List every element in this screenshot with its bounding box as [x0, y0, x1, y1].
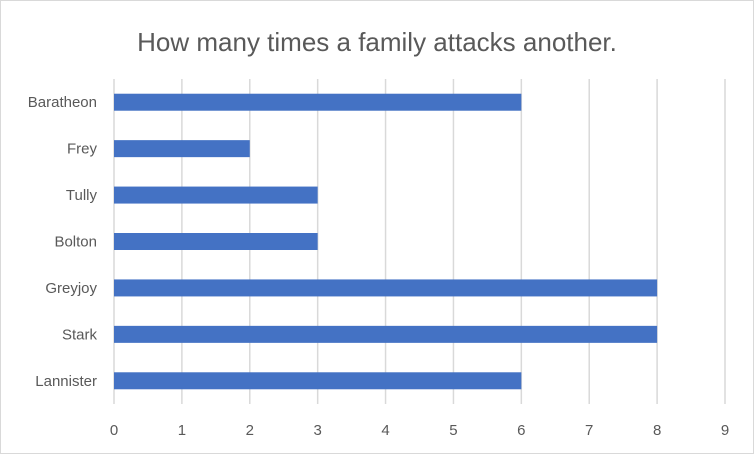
- category-label-bolton: Bolton: [54, 234, 97, 251]
- chart-title: How many times a family attacks another.: [137, 27, 617, 57]
- x-tick-label: 6: [517, 422, 525, 439]
- x-tick-label: 8: [653, 422, 661, 439]
- category-label-greyjoy: Greyjoy: [45, 280, 97, 297]
- x-tick-label: 0: [110, 422, 118, 439]
- x-tick-label: 2: [246, 422, 254, 439]
- category-label-stark: Stark: [62, 326, 98, 343]
- bar-frey: [114, 140, 250, 158]
- x-tick-label: 7: [585, 422, 593, 439]
- category-label-tully: Tully: [66, 187, 98, 204]
- x-tick-label: 5: [449, 422, 457, 439]
- x-tick-labels: 0 1 2 3 4 5 6 7 8 9: [110, 422, 729, 439]
- bars: [114, 93, 658, 390]
- x-tick-label: 4: [381, 422, 389, 439]
- gridlines: [113, 79, 726, 404]
- bar-greyjoy: [114, 279, 658, 297]
- bar-tully: [114, 186, 318, 204]
- x-tick-label: 1: [178, 422, 186, 439]
- bar-baratheon: [114, 93, 522, 111]
- bar-bolton: [114, 233, 318, 250]
- bar-lannister: [114, 372, 522, 390]
- category-label-baratheon: Baratheon: [28, 94, 97, 111]
- x-tick-label: 9: [721, 422, 729, 439]
- x-tick-label: 3: [313, 422, 321, 439]
- category-label-lannister: Lannister: [35, 373, 97, 390]
- bar-stark: [114, 325, 658, 343]
- category-label-frey: Frey: [67, 141, 98, 158]
- category-labels: Baratheon Frey Tully Bolton Greyjoy Stark Lann…: [28, 94, 98, 390]
